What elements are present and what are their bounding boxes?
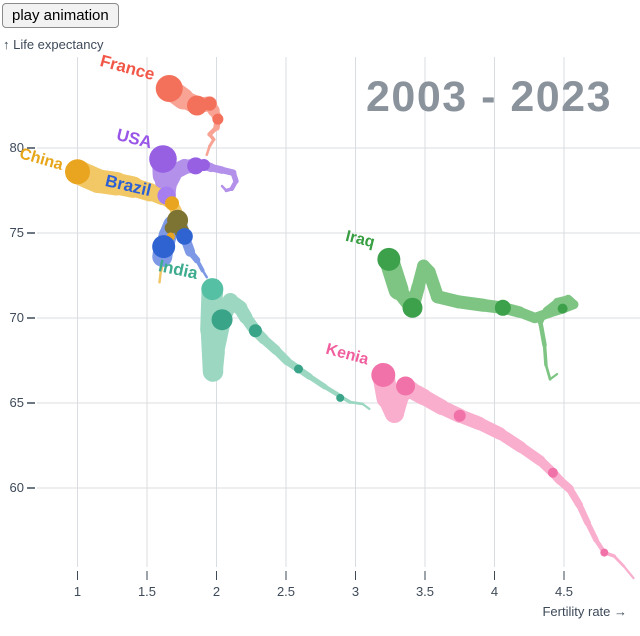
play-animation-button[interactable]: play animation xyxy=(2,3,119,28)
trail-band-india xyxy=(348,400,364,406)
trail-dot-iraq xyxy=(557,303,568,314)
trail-dot-france xyxy=(187,95,208,116)
x-tick-label: 3 xyxy=(352,584,359,599)
trail-band-iraq xyxy=(544,363,552,381)
trail-band-iraq xyxy=(542,343,548,367)
trail-dot-kenia xyxy=(396,376,416,396)
trail-dot-iraq xyxy=(377,247,401,271)
trail-band-kenia xyxy=(612,554,626,568)
trail-dot-india xyxy=(336,393,345,402)
y-tick-label: 80 xyxy=(10,140,24,155)
x-tick-label: 2.5 xyxy=(277,584,295,599)
trail-dot-usa xyxy=(187,157,205,175)
y-axis-title: ↑ Life expectancy xyxy=(3,37,104,52)
x-tick-label: 1.5 xyxy=(138,584,156,599)
x-axis-title: Fertility rate → xyxy=(542,604,627,619)
trail-dot-india xyxy=(294,364,304,374)
trail-dot-usa xyxy=(149,145,177,173)
x-tick-label: 1 xyxy=(74,584,81,599)
x-tick-label: 3.5 xyxy=(416,584,434,599)
trail-dot-china xyxy=(165,196,180,211)
trail-dot-france xyxy=(155,75,183,102)
y-tick-label: 75 xyxy=(10,225,24,240)
country-label-china: China xyxy=(18,145,66,174)
trail-dot-france xyxy=(212,113,224,125)
trail-dot-kenia xyxy=(371,362,396,387)
country-label-iraq: Iraq xyxy=(344,228,377,252)
trail-dot-india xyxy=(248,324,262,338)
x-tick-label: 4 xyxy=(491,584,498,599)
x-tick-label: 4.5 xyxy=(555,584,573,599)
x-tick-label: 2 xyxy=(213,584,220,599)
country-label-kenia: Kenia xyxy=(324,341,371,369)
trail-dot-brazil xyxy=(152,235,176,259)
trail-dot-kenia xyxy=(547,467,558,478)
y-tick-label: 65 xyxy=(10,395,24,410)
trail-band-china xyxy=(158,269,163,284)
trail-band-kenia xyxy=(622,565,635,580)
trail-dot-brazil xyxy=(176,228,193,245)
y-tick-label: 70 xyxy=(10,310,24,325)
trail-band-iraq xyxy=(538,320,547,348)
trail-band-india xyxy=(361,402,371,411)
y-tick-label: 60 xyxy=(10,480,24,495)
trail-dot-india xyxy=(201,278,224,301)
trail-dot-india xyxy=(211,309,233,331)
trail-dot-iraq xyxy=(494,299,511,316)
trail-dot-iraq xyxy=(402,297,423,318)
year-range-title: 2003 - 2023 xyxy=(366,73,612,121)
country-label-france: France xyxy=(98,51,157,84)
dot-brazil-china-overlap xyxy=(164,221,177,234)
trail-dot-kenia xyxy=(600,548,609,557)
trail-dot-kenia xyxy=(453,409,466,422)
trail-dot-china xyxy=(65,159,90,185)
